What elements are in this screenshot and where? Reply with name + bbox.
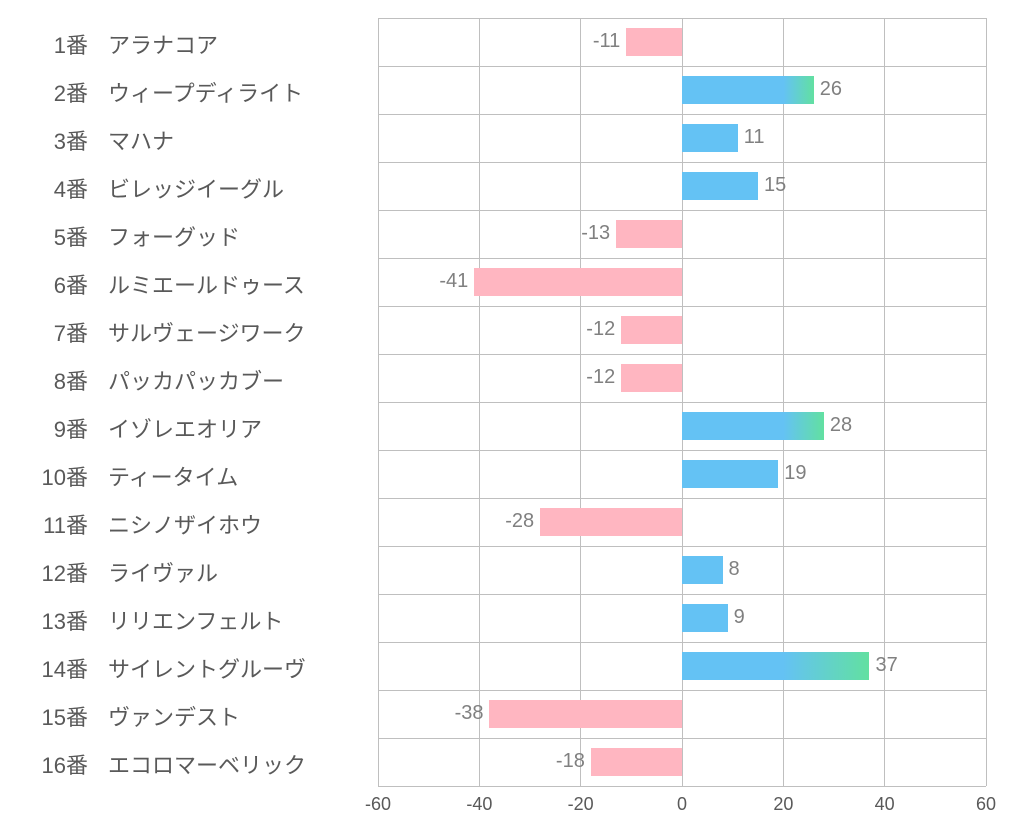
gridline-horizontal bbox=[378, 18, 986, 19]
bar bbox=[621, 364, 682, 392]
row-number-label: 2番 bbox=[0, 76, 88, 108]
gridline-horizontal bbox=[378, 210, 986, 211]
row-name-label: ライヴァル bbox=[108, 556, 218, 588]
gridline-horizontal bbox=[378, 66, 986, 67]
value-label: -13 bbox=[581, 222, 610, 245]
value-label: 8 bbox=[729, 558, 740, 581]
gridline-horizontal bbox=[378, 450, 986, 451]
bar bbox=[474, 268, 682, 296]
gridline-horizontal bbox=[378, 642, 986, 643]
bar bbox=[540, 508, 682, 536]
row-name-label: パッカパッカブー bbox=[108, 364, 284, 396]
bar bbox=[626, 28, 682, 56]
row-number-label: 5番 bbox=[0, 220, 88, 252]
value-label: -12 bbox=[586, 318, 615, 341]
row-name-label: フォーグッド bbox=[108, 220, 240, 252]
gridline-horizontal bbox=[378, 690, 986, 691]
value-label: 28 bbox=[830, 414, 852, 437]
row-name-label: ヴァンデスト bbox=[108, 700, 240, 732]
x-axis-tick: 20 bbox=[773, 794, 793, 815]
row-name-label: サルヴェージワーク bbox=[108, 316, 306, 348]
gridline-horizontal bbox=[378, 786, 986, 787]
value-label: 11 bbox=[744, 126, 765, 149]
row-number-label: 6番 bbox=[0, 268, 88, 300]
row-number-label: 7番 bbox=[0, 316, 88, 348]
row-name-label: イゾレエオリア bbox=[108, 412, 262, 444]
x-axis-tick: -40 bbox=[466, 794, 492, 815]
value-label: 15 bbox=[764, 174, 786, 197]
bar bbox=[591, 748, 682, 776]
value-label: -38 bbox=[455, 702, 484, 725]
row-number-label: 1番 bbox=[0, 28, 88, 60]
value-label: -41 bbox=[439, 270, 468, 293]
row-name-label: ウィープディライト bbox=[108, 76, 303, 108]
gridline-horizontal bbox=[378, 498, 986, 499]
bar bbox=[616, 220, 682, 248]
value-label: -28 bbox=[505, 510, 534, 533]
gridline-horizontal bbox=[378, 114, 986, 115]
value-label: -11 bbox=[593, 30, 620, 53]
bar bbox=[682, 652, 869, 680]
row-number-label: 11番 bbox=[0, 508, 88, 540]
gridline-horizontal bbox=[378, 402, 986, 403]
bar bbox=[621, 316, 682, 344]
row-number-label: 9番 bbox=[0, 412, 88, 444]
gridline-horizontal bbox=[378, 354, 986, 355]
bar bbox=[682, 76, 814, 104]
row-name-label: マハナ bbox=[108, 124, 174, 156]
bar bbox=[682, 172, 758, 200]
bar bbox=[682, 556, 723, 584]
row-number-label: 15番 bbox=[0, 700, 88, 732]
x-axis-tick: 60 bbox=[976, 794, 996, 815]
bar bbox=[682, 124, 738, 152]
gridline-horizontal bbox=[378, 162, 986, 163]
value-label: 9 bbox=[734, 606, 745, 629]
x-axis-tick: -60 bbox=[365, 794, 391, 815]
row-name-label: アラナコア bbox=[108, 28, 218, 60]
gridline-horizontal bbox=[378, 306, 986, 307]
row-number-label: 4番 bbox=[0, 172, 88, 204]
value-label: 37 bbox=[875, 654, 897, 677]
row-number-label: 10番 bbox=[0, 460, 88, 492]
value-label: -12 bbox=[586, 366, 615, 389]
row-number-label: 12番 bbox=[0, 556, 88, 588]
row-number-label: 8番 bbox=[0, 364, 88, 396]
x-axis-tick: 40 bbox=[875, 794, 895, 815]
gridline-horizontal bbox=[378, 738, 986, 739]
row-name-label: エコロマーベリック bbox=[108, 748, 306, 780]
row-number-label: 14番 bbox=[0, 652, 88, 684]
row-number-label: 13番 bbox=[0, 604, 88, 636]
value-label: 26 bbox=[820, 78, 842, 101]
row-name-label: ビレッジイーグル bbox=[108, 172, 284, 204]
gridline-horizontal bbox=[378, 258, 986, 259]
value-label: -18 bbox=[556, 750, 585, 773]
bar bbox=[489, 700, 682, 728]
bar bbox=[682, 604, 728, 632]
x-axis-tick: -20 bbox=[568, 794, 594, 815]
row-name-label: ルミエールドゥース bbox=[108, 268, 305, 300]
row-name-label: ニシノザイホウ bbox=[108, 508, 262, 540]
bar bbox=[682, 412, 824, 440]
diverging-bar-chart: -60 -40 -20 0 20 40 60 1番アラナコア -11 2番ウィープディライト 26 3… bbox=[0, 0, 1022, 834]
value-label: 19 bbox=[784, 462, 806, 485]
gridline-horizontal bbox=[378, 594, 986, 595]
bar bbox=[682, 460, 778, 488]
row-name-label: ティータイム bbox=[108, 460, 238, 492]
row-number-label: 16番 bbox=[0, 748, 88, 780]
row-number-label: 3番 bbox=[0, 124, 88, 156]
x-axis-tick: 0 bbox=[677, 794, 687, 815]
row-name-label: リリエンフェルト bbox=[108, 604, 283, 636]
row-name-label: サイレントグルーヴ bbox=[108, 652, 306, 684]
gridline-horizontal bbox=[378, 546, 986, 547]
